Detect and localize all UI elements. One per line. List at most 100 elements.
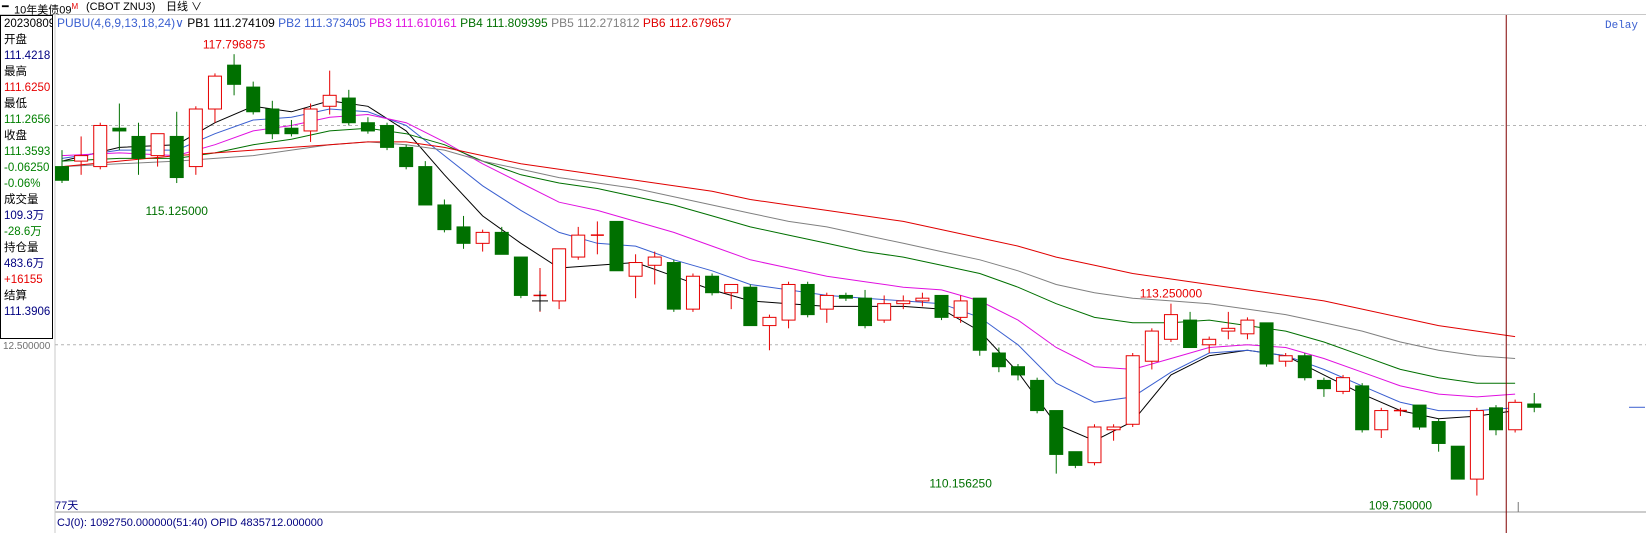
quote-date: 20230809 — [4, 18, 53, 30]
candle — [418, 161, 433, 206]
candle — [1011, 363, 1025, 381]
candle — [513, 256, 528, 299]
candle-body — [991, 352, 1006, 368]
quote-value: -0.06250 — [4, 162, 50, 174]
extreme-label: 115.125000 — [145, 204, 208, 218]
candle-body — [1297, 355, 1312, 379]
period-selector[interactable]: 日线 ∨ — [166, 0, 202, 14]
candle — [112, 103, 127, 151]
candle-body — [571, 234, 586, 258]
days-label: 77天 — [55, 500, 78, 512]
quote-value: 111.4218 — [4, 50, 51, 62]
quote-label: 最低 — [4, 98, 27, 110]
candle-body — [1221, 327, 1236, 332]
candle — [590, 221, 604, 255]
candle — [1374, 407, 1389, 438]
candle — [571, 226, 586, 260]
candle — [552, 248, 567, 310]
candle — [877, 295, 892, 323]
candle — [1450, 445, 1465, 480]
candle — [781, 281, 796, 329]
candle-body — [838, 294, 853, 299]
candle-body — [360, 122, 375, 132]
candle-body — [762, 316, 777, 327]
candle-body — [1068, 451, 1083, 466]
quote-value: -28.6万 — [4, 226, 42, 238]
candle — [915, 292, 930, 307]
line-pb2 — [61, 108, 1516, 412]
candle — [1049, 410, 1064, 474]
candle-body — [628, 262, 643, 277]
candle-body — [934, 294, 949, 318]
quote-label: 开盘 — [4, 34, 27, 46]
line-pb6 — [61, 141, 1516, 338]
line-pb4 — [61, 127, 1516, 384]
candle-body — [227, 64, 242, 85]
candle-body — [1144, 330, 1159, 362]
candle — [705, 273, 720, 296]
legend-entry-pb3: PB3 111.610161 — [369, 16, 460, 30]
candle-body — [1183, 319, 1198, 349]
candle — [303, 103, 318, 142]
symbol-superscript: M — [71, 2, 79, 11]
candle-body — [322, 94, 337, 107]
candle-body — [1336, 377, 1351, 392]
candle-body — [1049, 410, 1064, 455]
candle — [74, 136, 89, 175]
candle-body — [1412, 404, 1427, 428]
candle — [838, 292, 853, 301]
candle-body — [800, 283, 815, 316]
candle-body — [609, 220, 624, 272]
delay-label: Delay — [1605, 20, 1638, 32]
candle-body — [399, 146, 414, 168]
candle — [1259, 322, 1274, 367]
candle-body — [953, 300, 968, 318]
candlestick-chart[interactable]: 12.500000 PUBU(4,6,9,13,18,24)∨ PB1 111.2… — [0, 15, 1646, 533]
candle-body — [303, 108, 318, 132]
candle — [494, 226, 509, 255]
quote-value: 111.6250 — [4, 82, 51, 94]
menu-icon[interactable]: ━ — [2, 1, 9, 13]
symbol-code: (CBOT ZNU3) — [86, 1, 156, 13]
candle-body — [1278, 355, 1293, 362]
quote-value: 111.2656 — [4, 114, 51, 126]
candle-body — [781, 283, 796, 321]
candle — [896, 295, 911, 310]
candle-body — [284, 127, 299, 135]
candle-body — [666, 262, 681, 310]
grid-level-label: 12.500000 — [3, 341, 51, 352]
candle — [743, 284, 758, 327]
candle — [437, 199, 452, 233]
candle — [647, 251, 662, 285]
candle-body — [55, 166, 69, 181]
candle-body — [1125, 355, 1140, 425]
candle — [150, 133, 165, 167]
candle-body — [915, 297, 930, 302]
candle — [456, 215, 471, 249]
candle-body — [475, 231, 490, 244]
candle — [628, 254, 643, 299]
candle — [360, 117, 375, 134]
quote-value: 111.3906 — [4, 306, 51, 318]
candle-body — [494, 231, 509, 255]
candle — [1469, 407, 1484, 496]
candle — [1297, 353, 1312, 381]
candle-body — [1240, 319, 1255, 335]
candle-body — [246, 86, 261, 113]
candle — [1393, 407, 1407, 417]
candle — [1068, 451, 1083, 469]
candle-body — [437, 204, 452, 231]
candle-body — [513, 256, 528, 296]
candle — [322, 70, 337, 115]
candle — [1508, 399, 1523, 433]
symbol-title: 10年美债09M — [14, 2, 79, 17]
candle-body — [1202, 338, 1217, 346]
candle — [1336, 374, 1351, 395]
candle — [1221, 311, 1236, 340]
candle-body — [1508, 401, 1523, 431]
chevron-down-icon: ∨ — [188, 1, 203, 13]
candle — [858, 289, 873, 329]
candle-body — [1527, 403, 1542, 408]
candle-body — [1489, 407, 1503, 431]
quote-label: 结算 — [4, 290, 27, 302]
